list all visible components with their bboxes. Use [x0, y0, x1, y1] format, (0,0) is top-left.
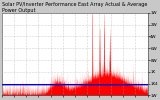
Text: Solar PV/Inverter Performance East Array Actual & Average Power Output: Solar PV/Inverter Performance East Array… — [2, 2, 148, 13]
